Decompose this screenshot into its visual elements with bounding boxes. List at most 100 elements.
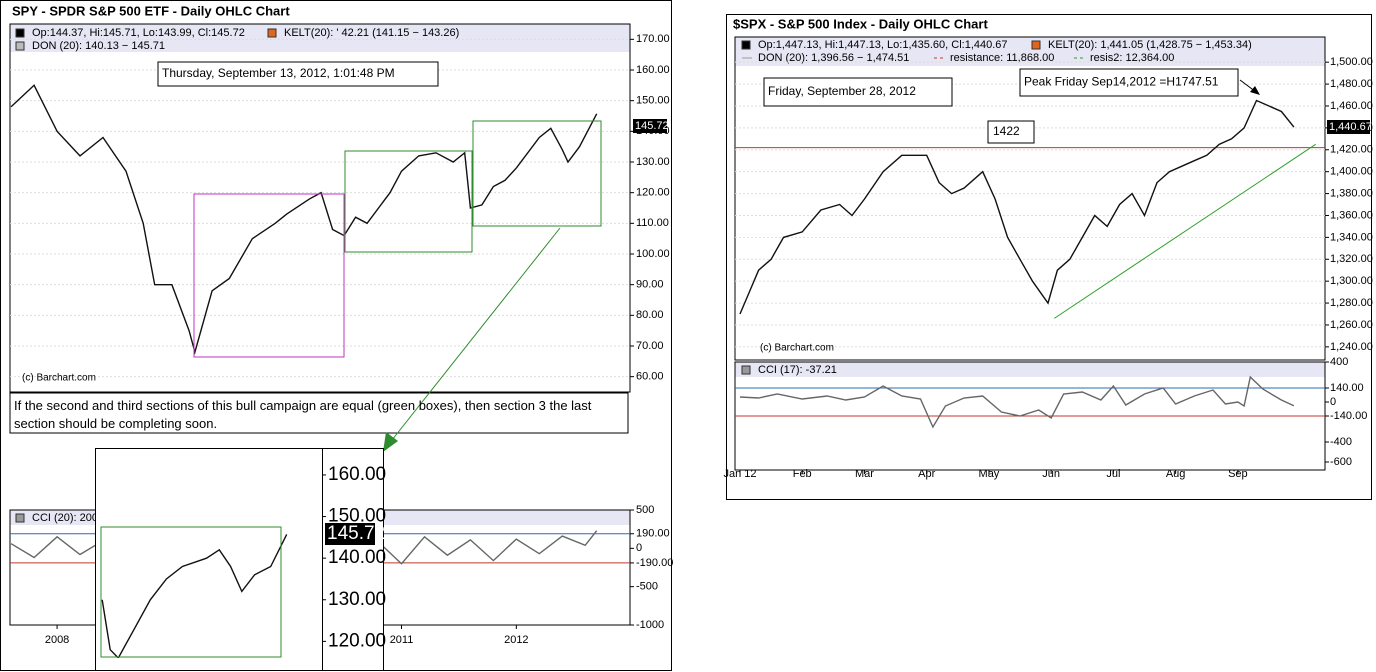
legend-icon: [741, 365, 751, 375]
x-tick-label: May: [979, 468, 1000, 480]
price-line: [101, 534, 288, 658]
y-tick-label: 1,360.00: [1330, 209, 1373, 221]
x-tick-label: 2008: [45, 634, 69, 646]
y-tick-label: 90.00: [636, 279, 664, 291]
y-tick-label: 1,420.00: [1330, 144, 1373, 156]
y-tick-label: 150.00: [328, 506, 386, 527]
annotation: Thursday, September 13, 2012, 1:01:48 PM: [162, 66, 395, 80]
last-price-label: 1,440.67: [1329, 121, 1372, 133]
legend-label: KELT(20): 1,441.05 (1,428.75 − 1,453.34): [1048, 39, 1252, 51]
y-tick-label: -140.00: [1330, 410, 1367, 422]
legend-label: CCI (17): -37.21: [758, 364, 837, 376]
y-tick-label: 1,500.00: [1330, 56, 1373, 68]
x-tick-label: 2011: [390, 634, 414, 646]
y-tick-label: 110.00: [636, 217, 669, 229]
y-tick-label: 140.00: [1330, 382, 1364, 394]
annotation: Peak Friday Sep14,2012 =H1747.51: [1024, 75, 1219, 89]
y-tick-label: 1,460.00: [1330, 100, 1373, 112]
y-tick-label: 130.00: [636, 156, 670, 168]
y-tick-label: 1,240.00: [1330, 341, 1373, 353]
legend-icon: [15, 41, 25, 51]
last-price-box: [325, 523, 375, 545]
y-tick-label: 120.00: [328, 630, 386, 651]
annotation: (c) Barchart.com: [22, 373, 96, 384]
y-tick-label: 130.00: [328, 589, 386, 610]
y-tick-label: 120.00: [636, 187, 670, 199]
last-price-label: 145.72: [327, 523, 385, 544]
y-tick-label: 1,400.00: [1330, 166, 1373, 178]
header-band: [735, 37, 1325, 66]
annotation-box: [763, 77, 953, 107]
y-tick-label: 60.00: [636, 371, 664, 383]
legend-icon: [15, 513, 25, 523]
chart-title: $SPX - S&P 500 Index - Daily OHLC Chart: [733, 16, 988, 31]
y-tick-label: 140.00: [328, 547, 386, 568]
last-price-label: 145.72: [635, 120, 669, 132]
arrow-head: [1250, 86, 1260, 95]
legend-icon: [267, 28, 277, 38]
y-tick-label: 1,340.00: [1330, 231, 1373, 243]
y-tick-label: -400: [1330, 436, 1352, 448]
section-box: [472, 120, 602, 227]
last-price-box: [633, 119, 667, 133]
trend-line: [1053, 143, 1316, 319]
y-tick-label: -500: [636, 581, 658, 593]
legend-label: Op:1,447.13, Hi:1,447.13, Lo:1,435.60, C…: [758, 39, 1008, 51]
y-tick-label: 160.00: [636, 64, 670, 76]
y-tick-label: -600: [1330, 456, 1352, 468]
x-tick-label: Jun: [1042, 468, 1060, 480]
y-tick-label: 500: [636, 504, 654, 516]
x-tick-label: Aug: [1166, 468, 1186, 480]
x-tick-label: Apr: [918, 468, 935, 480]
x-tick-label: Jan 12: [723, 468, 756, 480]
annotation: Friday, September 28, 2012: [768, 84, 916, 98]
legend-label: resis2: 12,364.00: [1090, 52, 1174, 64]
annotation-box: [157, 61, 439, 87]
y-tick-label: 1,300.00: [1330, 275, 1373, 287]
note-box: [9, 392, 629, 434]
legend-label: KELT(20): ' 42.21 (141.15 − 143.26): [284, 27, 459, 39]
y-tick-label: 1,260.00: [1330, 319, 1373, 331]
legend-label: CCI (20): 200: [32, 512, 98, 524]
price-line: [739, 375, 1295, 429]
x-tick-label: Jul: [1106, 468, 1120, 480]
y-tick-label: 70.00: [636, 340, 664, 352]
legend-icon: [741, 40, 751, 50]
y-tick-label: 1,380.00: [1330, 187, 1373, 199]
price-line: [739, 99, 1295, 315]
y-tick-label: 160.00: [328, 464, 386, 485]
section-box: [100, 526, 282, 658]
annotation: 1422: [993, 124, 1020, 138]
legend-label: DON (20): 1,396.56 − 1,474.51: [758, 52, 909, 64]
y-tick-label: 1,320.00: [1330, 253, 1373, 265]
section-box: [344, 150, 473, 253]
legend-icon: [15, 28, 25, 38]
y-tick-label: -190.00: [636, 557, 673, 569]
arrow-head: [383, 432, 398, 452]
y-tick-label: 150.00: [636, 95, 670, 107]
x-tick-label: Mar: [855, 468, 874, 480]
annotation: (c) Barchart.com: [760, 343, 834, 354]
legend-icon: [1031, 40, 1041, 50]
last-price-box: [1327, 120, 1370, 134]
y-tick-label: 80.00: [636, 309, 664, 321]
annotation-box: [1019, 68, 1239, 97]
y-tick-label: -1000: [636, 619, 664, 631]
y-tick-label: 190.00: [636, 528, 670, 540]
x-tick-label: Feb: [793, 468, 812, 480]
y-tick-label: 0: [1330, 396, 1336, 408]
chart-title: SPY - SPDR S&P 500 ETF - Daily OHLC Char…: [12, 3, 290, 18]
plot-frame: [734, 36, 1326, 361]
y-tick-label: 1,480.00: [1330, 78, 1373, 90]
y-tick-label: 170.00: [636, 33, 670, 45]
legend-label: Op:144.37, Hi:145.71, Lo:143.99, Cl:145.…: [32, 27, 245, 39]
note: If the second and third sections of this…: [14, 398, 592, 431]
x-tick-label: Sep: [1228, 468, 1248, 480]
y-tick-label: 100.00: [636, 248, 670, 260]
y-tick-label: 0: [636, 542, 642, 554]
y-tick-label: 1,280.00: [1330, 297, 1373, 309]
y-tick-label: 400: [1330, 356, 1348, 368]
plot-frame: [9, 23, 631, 393]
